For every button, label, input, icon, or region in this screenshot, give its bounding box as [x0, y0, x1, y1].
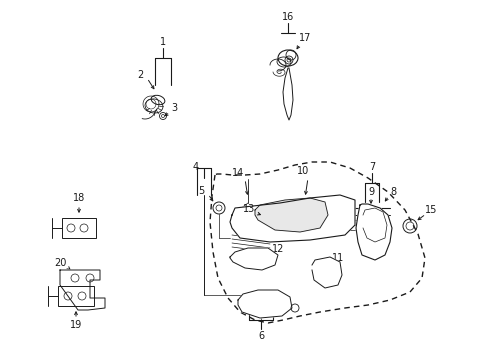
Text: 10: 10: [296, 166, 308, 176]
Text: 15: 15: [424, 205, 436, 215]
Text: 16: 16: [281, 12, 293, 22]
Text: 4: 4: [193, 162, 199, 172]
Polygon shape: [311, 257, 341, 288]
Text: 9: 9: [367, 187, 373, 197]
Bar: [62, 218, 96, 238]
Text: 1: 1: [160, 37, 166, 47]
Bar: [58, 286, 94, 306]
Text: 3: 3: [171, 103, 177, 113]
Text: 7: 7: [368, 162, 374, 172]
Text: 13: 13: [243, 204, 255, 214]
Polygon shape: [238, 290, 291, 318]
Text: 18: 18: [73, 193, 85, 203]
Text: 6: 6: [257, 331, 264, 341]
Text: 8: 8: [389, 187, 395, 197]
Polygon shape: [254, 198, 327, 232]
Polygon shape: [229, 195, 354, 242]
Text: 14: 14: [231, 168, 244, 178]
Text: 2: 2: [137, 70, 143, 80]
Polygon shape: [355, 204, 391, 260]
Text: 12: 12: [271, 244, 284, 254]
Polygon shape: [60, 270, 105, 310]
Text: 19: 19: [70, 320, 82, 330]
Text: 20: 20: [54, 258, 66, 268]
Text: 17: 17: [298, 33, 310, 43]
Text: 11: 11: [331, 253, 344, 263]
Polygon shape: [229, 248, 278, 270]
Text: 5: 5: [198, 186, 203, 196]
